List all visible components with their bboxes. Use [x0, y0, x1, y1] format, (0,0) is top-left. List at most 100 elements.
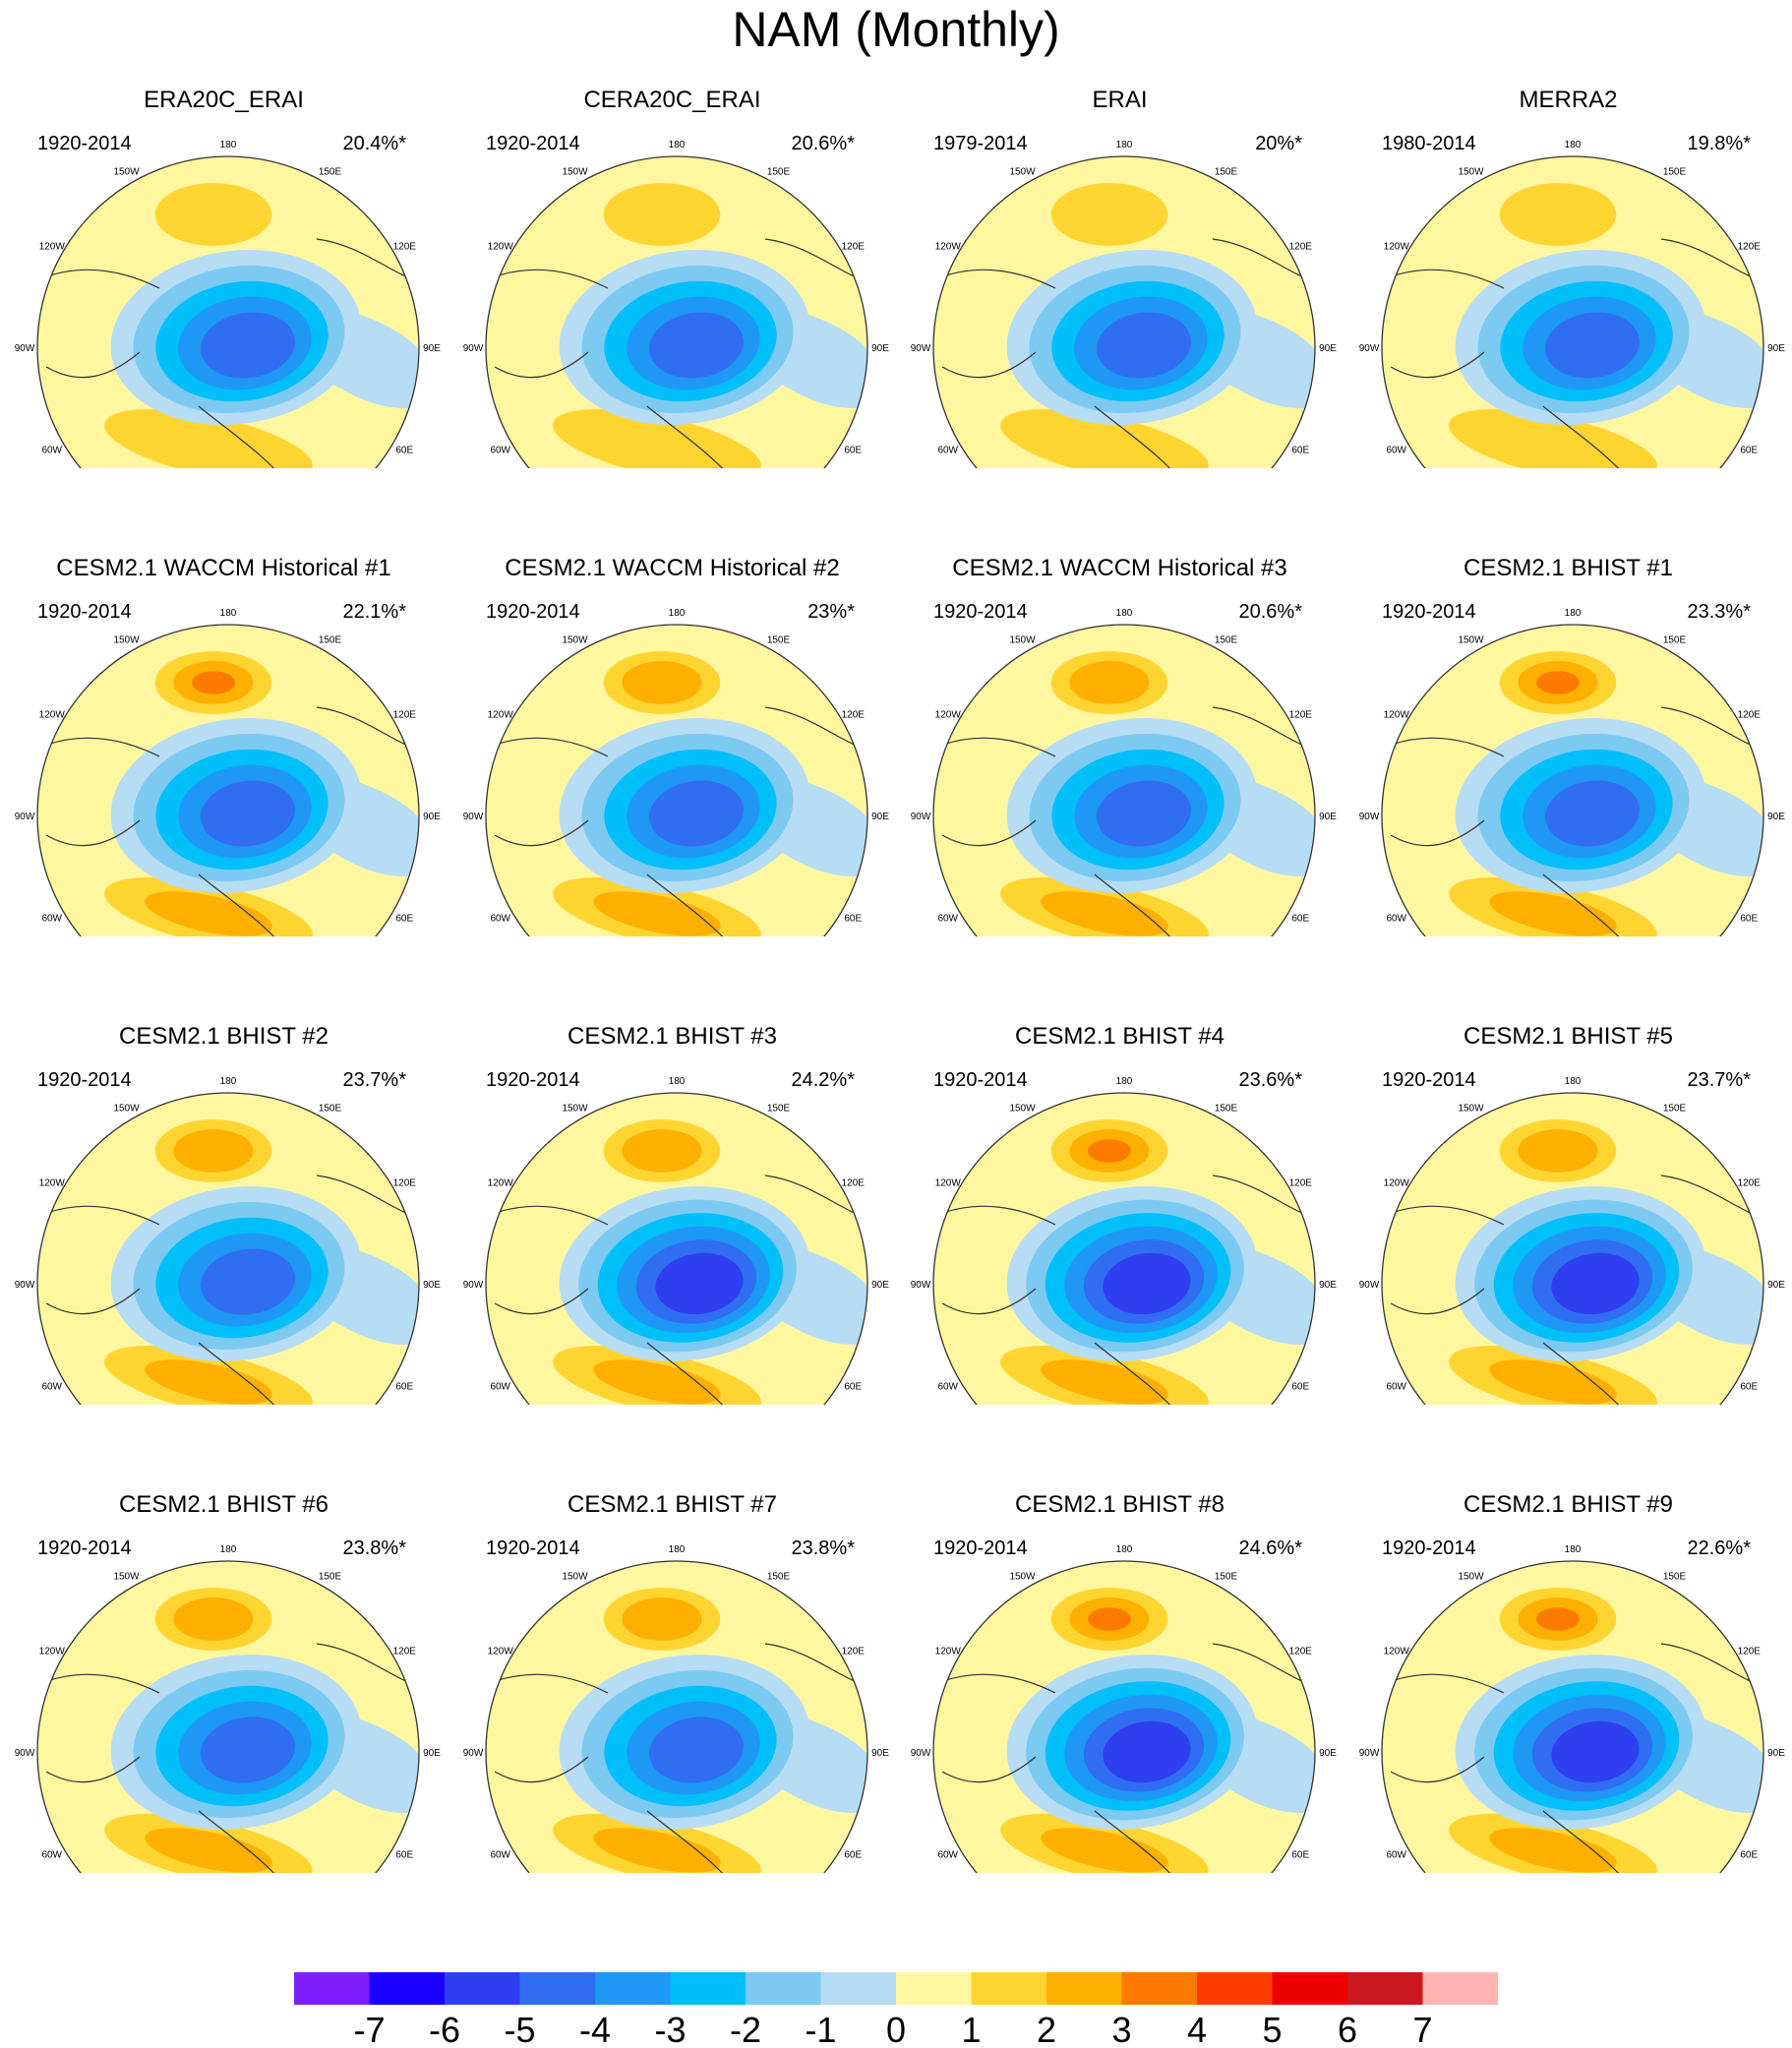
longitude-label: 60W — [490, 446, 510, 456]
contour-atlantic-3 — [1041, 1828, 1168, 1873]
colorbar-label: -5 — [504, 2010, 535, 2048]
colorbar-swatch — [294, 1972, 370, 2005]
longitude-label: 60W — [490, 1382, 510, 1393]
longitude-label: 150W — [562, 1104, 588, 1114]
colorbar-label: 7 — [1412, 2010, 1432, 2048]
map-border — [1381, 1560, 1764, 1873]
longitude-label: 90W — [15, 1748, 35, 1759]
longitude-label: 120W — [488, 1647, 514, 1657]
longitude-label: 150E — [319, 167, 342, 178]
coastline — [1660, 1175, 1756, 1216]
contour-arctic-6 — [1103, 1720, 1191, 1783]
longitude-label: 60E — [1291, 1382, 1309, 1393]
map-panel: CESM2.1 BHIST #1 1920-2014 23.3%* 180 150W 15… — [1344, 468, 1792, 936]
coastline — [941, 351, 1037, 379]
longitude-label: 180 — [1116, 140, 1133, 151]
colorbar-swatch — [1272, 1972, 1347, 2005]
panel-variance: 24.6%* — [1238, 1537, 1303, 1559]
panel-variance: 24.2%* — [791, 1069, 856, 1091]
coastline — [941, 1756, 1037, 1783]
coastline — [936, 1673, 1056, 1694]
map-panel: CESM2.1 BHIST #6 1920-2014 23.8%* 180 150W 15… — [0, 1405, 448, 1873]
coastline — [40, 1205, 160, 1226]
panel-period: 1920-2014 — [486, 133, 580, 154]
map-border — [485, 1092, 868, 1405]
longitude-label: 120E — [842, 242, 866, 253]
coastline — [489, 269, 609, 289]
longitude-label: 90W — [1359, 1280, 1380, 1291]
colorbar-swatch — [820, 1972, 896, 2005]
longitude-label: 120W — [935, 1647, 962, 1657]
polar-map: 180150W150E120W120E90W90E60W60E30W30E0 — [463, 608, 889, 936]
longitude-label: 90E — [1319, 343, 1337, 354]
panel-title: CESM2.1 BHIST #8 — [1015, 1491, 1225, 1518]
longitude-label: 120W — [935, 710, 962, 721]
coastline — [494, 351, 589, 379]
longitude-label: 150W — [113, 635, 140, 646]
contour-arctic-6 — [1551, 1252, 1640, 1315]
longitude-label: 180 — [1116, 1544, 1133, 1555]
polar-map: 180150W150E120W120E90W90E60W60E30W30E0 — [911, 140, 1337, 468]
longitude-label: 60W — [490, 914, 510, 925]
longitude-label: 120E — [393, 242, 417, 253]
polar-map: 180150W150E120W120E90W90E60W60E30W30E0 — [463, 1544, 889, 1873]
longitude-label: 150W — [113, 167, 140, 178]
longitude-label: 60E — [395, 1850, 413, 1861]
coastline — [1094, 1810, 1194, 1873]
contour-atlantic-3 — [593, 891, 721, 936]
contour-arctic-5 — [201, 1717, 295, 1783]
coastline — [198, 405, 298, 468]
map-border — [36, 155, 420, 468]
coastline — [941, 1288, 1037, 1315]
coastline — [1542, 1342, 1643, 1405]
contour-atlantic-2 — [553, 408, 761, 468]
colorbar-label: 5 — [1262, 2010, 1282, 2048]
longitude-label: 180 — [220, 140, 237, 151]
coastline — [1542, 873, 1643, 936]
coastline — [316, 1643, 411, 1684]
panel-title: CESM2.1 BHIST #5 — [1463, 1023, 1673, 1050]
polar-map: 180150W150E120W120E90W90E60W60E30W30E0 — [15, 1076, 441, 1405]
panel-variance: 23.7%* — [1687, 1069, 1752, 1091]
coastline — [1385, 269, 1505, 289]
longitude-label: 150E — [1663, 635, 1687, 646]
panel-period: 1920-2014 — [1382, 1069, 1476, 1091]
panel-variance: 22.1%* — [342, 601, 407, 623]
map-panel: CESM2.1 BHIST #3 1920-2014 24.2%* 180 150W 15… — [448, 936, 896, 1405]
longitude-label: 150E — [1215, 1104, 1238, 1114]
colorbar-swatch — [445, 1972, 520, 2005]
colorbar-label: 2 — [1037, 2010, 1056, 2048]
figure-title: NAM (Monthly) — [732, 2, 1060, 57]
panel-variance: 19.8%* — [1687, 133, 1752, 154]
coastline — [45, 1288, 141, 1315]
longitude-label: 60W — [937, 1850, 958, 1861]
coastline — [1385, 1673, 1505, 1694]
coastline — [1212, 706, 1307, 748]
polar-map: 180150W150E120W120E90W90E60W60E30W30E0 — [15, 1544, 441, 1873]
map-border — [932, 1560, 1316, 1873]
longitude-label: 150E — [319, 635, 342, 646]
coastline — [1385, 737, 1505, 757]
polar-map: 180150W150E120W120E90W90E60W60E30W30E0 — [1359, 1076, 1785, 1405]
longitude-label: 60W — [490, 1850, 510, 1861]
polar-map: 180150W150E120W120E90W90E60W60E30W30E0 — [911, 1544, 1337, 1873]
longitude-label: 150E — [1663, 1572, 1687, 1583]
polar-map: 180150W150E120W120E90W90E60W60E30W30E0 — [1359, 608, 1785, 936]
longitude-label: 60W — [41, 1850, 62, 1861]
polar-map: 180150W150E120W120E90W90E60W60E30W30E0 — [463, 1076, 889, 1405]
longitude-label: 150W — [1009, 1572, 1036, 1583]
coastline — [198, 1342, 298, 1405]
contour-atlantic-3 — [1489, 1828, 1617, 1873]
longitude-label: 90E — [1767, 812, 1785, 822]
longitude-label: 60W — [937, 914, 958, 925]
contour-atlantic-3 — [145, 1828, 272, 1873]
coastline — [494, 819, 589, 847]
contour-pacific-4 — [1536, 1607, 1580, 1631]
longitude-label: 150E — [767, 1104, 791, 1114]
contour-arctic-5 — [1545, 780, 1640, 847]
contour-pacific-3 — [622, 661, 702, 704]
longitude-label: 120E — [842, 1178, 866, 1189]
longitude-label: 120W — [488, 242, 514, 253]
coastline — [494, 1288, 589, 1315]
coastline — [936, 1205, 1056, 1226]
